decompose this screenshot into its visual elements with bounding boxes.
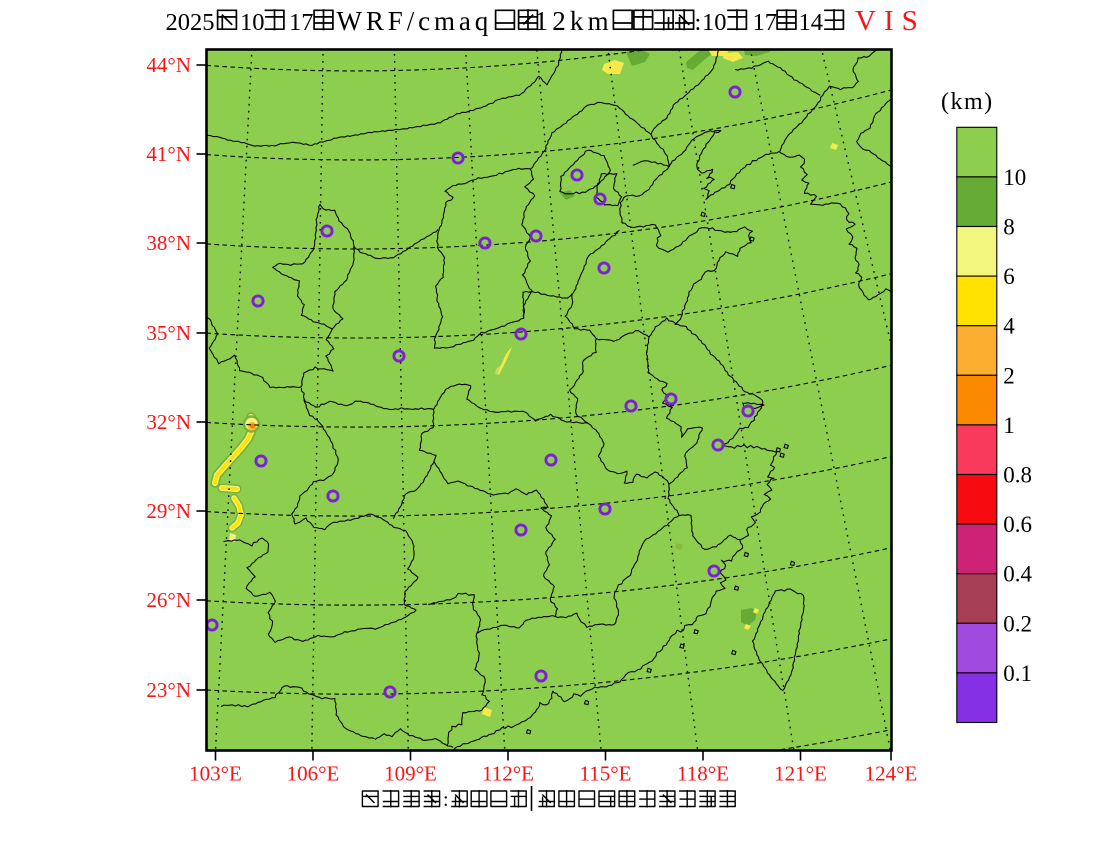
svg-text:109°E: 109°E [384,762,437,786]
svg-text:WRF/cmaq: WRF/cmaq [337,6,493,36]
svg-text:6: 6 [1003,264,1015,289]
svg-text:12km: 12km [535,6,613,36]
svg-text:0.8: 0.8 [1003,463,1032,488]
svg-text:14: 14 [799,9,824,36]
svg-text:121°E: 121°E [774,762,827,786]
svg-text:1: 1 [1003,413,1015,438]
svg-text:29°N: 29°N [146,499,191,523]
svg-text:2: 2 [1003,363,1015,388]
svg-text:0.2: 0.2 [1003,611,1032,636]
svg-text:2025: 2025 [166,9,215,36]
svg-text:10: 10 [1003,165,1026,190]
svg-text:41°N: 41°N [146,142,191,166]
svg-text:106°E: 106°E [287,762,340,786]
svg-text:VIS: VIS [855,5,926,37]
svg-text:118°E: 118°E [677,762,729,786]
svg-text:0.4: 0.4 [1003,562,1032,587]
svg-text:26°N: 26°N [146,588,191,612]
svg-text:103°E: 103°E [189,762,242,786]
svg-text:44°N: 44°N [146,53,191,77]
svg-text:(km): (km) [941,89,994,115]
svg-text:10: 10 [702,9,727,36]
svg-text::: : [695,9,702,36]
svg-text:124°E: 124°E [865,762,918,786]
svg-text:0.1: 0.1 [1003,661,1032,686]
svg-text::: : [443,789,449,811]
svg-text:115°E: 115°E [580,762,632,786]
svg-text:8: 8 [1003,215,1015,240]
svg-text:4: 4 [1003,314,1015,339]
svg-text:0.6: 0.6 [1003,512,1032,537]
svg-text:17: 17 [289,9,314,36]
svg-text:17: 17 [753,9,778,36]
svg-text:10: 10 [240,9,265,36]
svg-text:38°N: 38°N [146,231,191,255]
svg-text:23°N: 23°N [146,678,191,702]
svg-text:32°N: 32°N [146,410,191,434]
svg-text:35°N: 35°N [146,321,191,345]
svg-text:112°E: 112°E [482,762,534,786]
